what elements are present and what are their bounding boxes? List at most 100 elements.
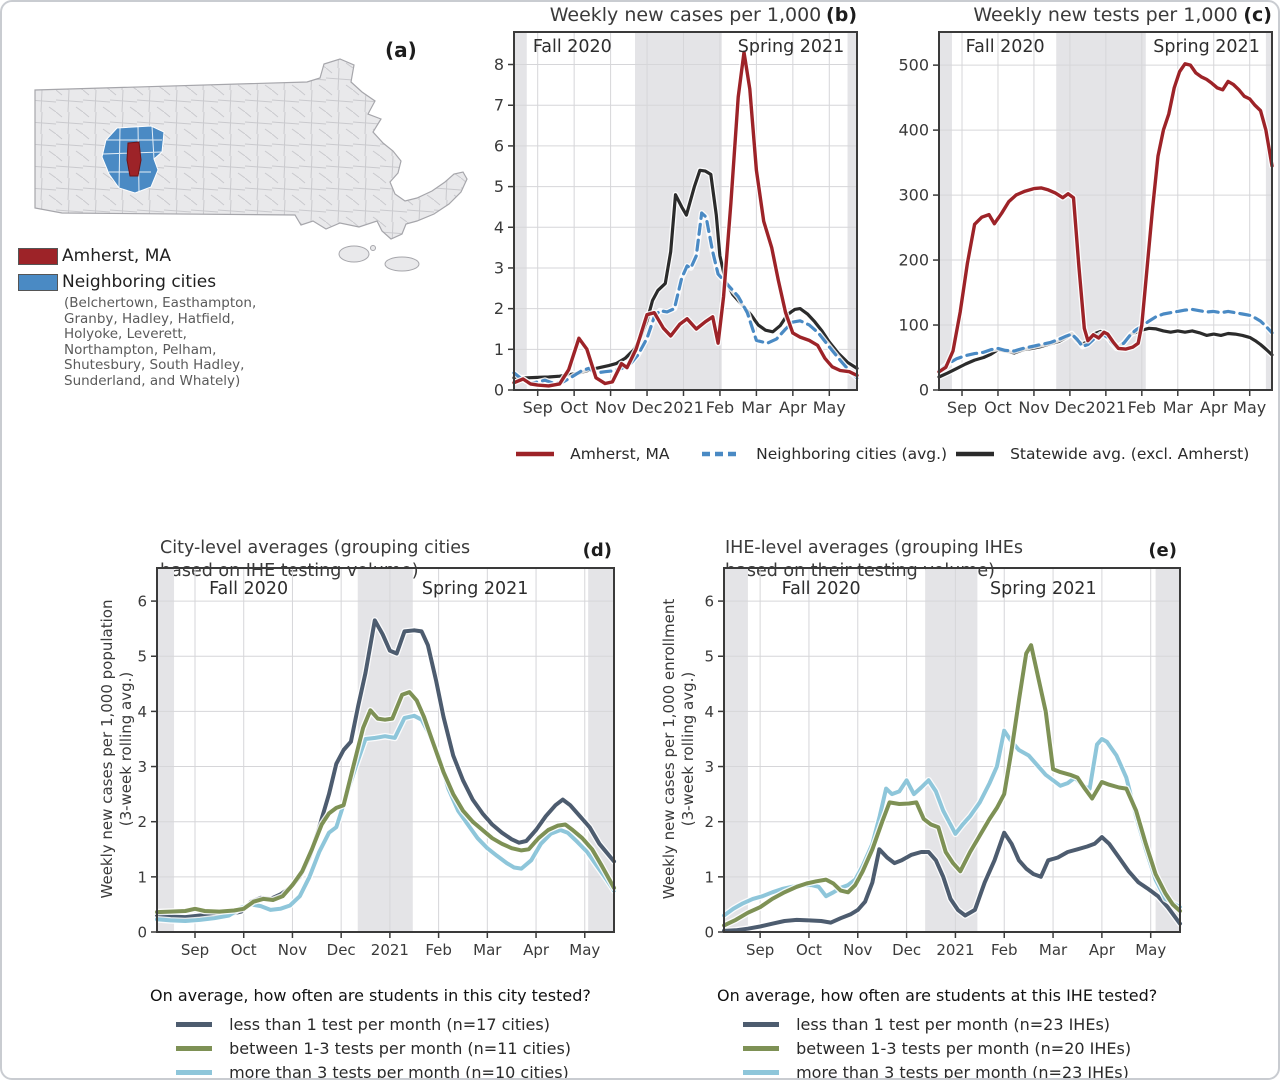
svg-text:Oct: Oct (796, 941, 822, 959)
legend-neighbors-label: Neighboring cities (avg.) (756, 444, 948, 463)
amherst-legend-swatch (18, 248, 58, 265)
svg-text:6: 6 (704, 593, 714, 611)
svg-text:Mar: Mar (1163, 398, 1194, 417)
svg-text:Fall 2020: Fall 2020 (533, 37, 612, 57)
legend-item-d-0: less than 1 test per month (n=17 cities) (174, 1012, 710, 1036)
svg-text:2021: 2021 (1086, 398, 1127, 417)
legend-item-e-0-label: less than 1 test per month (n=23 IHEs) (796, 1014, 1111, 1034)
chart-b-plot: Sep Oct Nov Dec 2021 Feb Mar Apr May 0 1 2 3 4 5 6 7 8 Fal… (494, 31, 860, 417)
svg-text:Sep: Sep (523, 398, 553, 417)
svg-text:300: 300 (898, 186, 929, 205)
legend-item-e-1: between 1-3 tests per month (n=20 IHEs) (741, 1036, 1277, 1060)
chart-c-plot: Sep Oct Nov Dec 2021 Feb Mar Apr May 0 100 200 300 40… (898, 31, 1275, 417)
legend-item-d-1-label: between 1-3 tests per month (n=11 cities… (229, 1038, 572, 1058)
chart-b-title: Weekly new cases per 1,000 (549, 4, 822, 26)
chart-c-title: Weekly new tests per 1,000 (973, 4, 1238, 26)
svg-text:3: 3 (704, 758, 714, 776)
svg-text:Apr: Apr (1089, 941, 1116, 959)
panel-b-label: (b) (826, 4, 857, 26)
legend-item-d-2: more than 3 tests per month (n=10 cities… (174, 1060, 710, 1078)
svg-text:3: 3 (137, 758, 147, 776)
svg-text:5: 5 (137, 648, 147, 666)
panel-d-label: (d) (582, 540, 612, 561)
legend-item-d-1: between 1-3 tests per month (n=11 cities… (174, 1036, 710, 1060)
svg-text:Spring 2021: Spring 2021 (422, 579, 529, 599)
legend-item-d-0-label: less than 1 test per month (n=17 cities) (229, 1014, 550, 1034)
neighbors-legend-label: Neighboring cities (62, 272, 217, 292)
legend-item-e-0: less than 1 test per month (n=23 IHEs) (741, 1012, 1277, 1036)
neighbors-legend-swatch (18, 274, 58, 291)
svg-text:Spring 2021: Spring 2021 (1153, 37, 1260, 57)
svg-text:Sep: Sep (947, 398, 977, 417)
svg-text:0: 0 (494, 381, 504, 400)
svg-text:0: 0 (919, 381, 929, 400)
svg-text:400: 400 (898, 121, 929, 140)
svg-text:Feb: Feb (706, 398, 734, 417)
legend-amherst-label: Amherst, MA (570, 444, 670, 463)
chart-c-title-row: Weekly new tests per 1,000 (c) (939, 4, 1272, 26)
svg-text:Dec: Dec (1054, 398, 1085, 417)
svg-text:6: 6 (494, 136, 504, 155)
chart-e-legend: On average, how often are students at th… (717, 986, 1277, 1078)
svg-text:Nov: Nov (843, 941, 872, 959)
svg-text:2021: 2021 (936, 941, 974, 959)
svg-text:1: 1 (704, 868, 714, 886)
panel-e-label: (e) (1148, 540, 1177, 561)
state-shape (34, 58, 468, 272)
chart-e-title-row: IHE-level averages (grouping IHEs based … (725, 514, 1177, 581)
legend-statewide-label: Statewide avg. (excl. Amherst) (1010, 444, 1250, 463)
svg-text:Spring 2021: Spring 2021 (990, 579, 1097, 599)
svg-text:Mar: Mar (1039, 941, 1068, 959)
svg-text:2021: 2021 (371, 941, 409, 959)
svg-text:1: 1 (494, 340, 504, 359)
chart-d-plot: Sep Oct Nov Dec 2021 Feb Mar Apr May 0 1 2 3 4 5 6 Fall … (137, 567, 618, 959)
svg-text:5: 5 (704, 648, 714, 666)
svg-text:May: May (569, 941, 600, 959)
svg-text:100: 100 (898, 316, 929, 335)
nantucket-island (384, 256, 420, 272)
svg-text:0: 0 (137, 924, 147, 942)
svg-text:Nov: Nov (595, 398, 626, 417)
svg-text:Mar: Mar (473, 941, 502, 959)
chart-d-legend-title: On average, how often are students in th… (150, 986, 591, 1005)
svg-text:2: 2 (494, 299, 504, 318)
svg-text:4: 4 (137, 703, 147, 721)
amherst-region (126, 141, 142, 177)
svg-text:2: 2 (137, 813, 147, 831)
svg-text:Feb: Feb (425, 941, 452, 959)
svg-text:Oct: Oct (984, 398, 1012, 417)
svg-text:Oct: Oct (560, 398, 588, 417)
svg-text:Sep: Sep (181, 941, 209, 959)
svg-text:4: 4 (494, 218, 504, 237)
chart-b-title-row: Weekly new cases per 1,000 (b) (514, 4, 857, 26)
svg-text:Dec: Dec (327, 941, 356, 959)
svg-text:May: May (1233, 398, 1266, 417)
svg-text:Spring 2021: Spring 2021 (738, 37, 845, 57)
svg-text:Feb: Feb (1128, 398, 1156, 417)
svg-text:Mar: Mar (741, 398, 772, 417)
chart-e-legend-title: On average, how often are students at th… (717, 986, 1158, 1005)
chart-e-plot: Sep Oct Nov Dec 2021 Feb Mar Apr May 0 1 2 3 4 5 6 Fall … (704, 567, 1184, 959)
svg-text:Feb: Feb (991, 941, 1018, 959)
legend-item-e-2: more than 3 tests per month (n=23 IHEs) (741, 1060, 1277, 1078)
svg-text:0: 0 (704, 924, 714, 942)
legend-statewide: Statewide avg. (excl. Amherst) (954, 443, 1249, 463)
neighbors-city-list: (Belchertown, Easthampton, Granby, Hadle… (64, 295, 257, 389)
panel-c-label: (c) (1243, 4, 1272, 26)
svg-text:1: 1 (137, 868, 147, 886)
svg-text:Nov: Nov (1018, 398, 1049, 417)
svg-text:5: 5 (494, 177, 504, 196)
svg-text:Fall 2020: Fall 2020 (966, 37, 1045, 57)
svg-text:Fall 2020: Fall 2020 (209, 579, 288, 599)
svg-text:Apr: Apr (779, 398, 807, 417)
svg-text:Apr: Apr (1200, 398, 1228, 417)
svg-text:Dec: Dec (632, 398, 663, 417)
svg-text:6: 6 (137, 593, 147, 611)
legend-amherst: Amherst, MA (514, 443, 670, 463)
svg-text:3: 3 (494, 258, 504, 277)
svg-text:2: 2 (704, 813, 714, 831)
svg-text:8: 8 (494, 55, 504, 74)
svg-text:500: 500 (898, 56, 929, 75)
legend-item-e-1-label: between 1-3 tests per month (n=20 IHEs) (796, 1038, 1132, 1058)
